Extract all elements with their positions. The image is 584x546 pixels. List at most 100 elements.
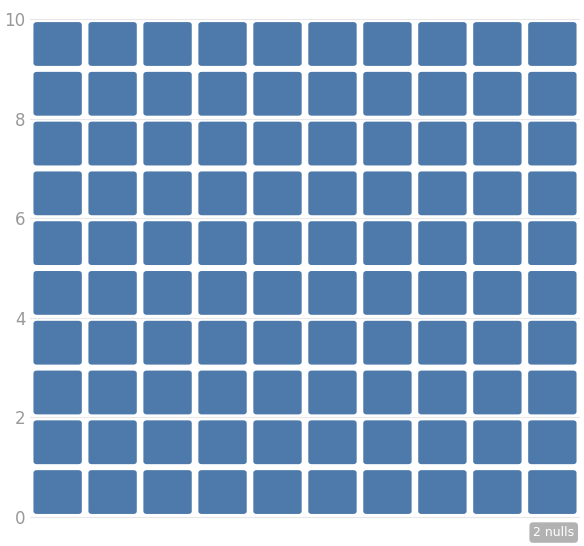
FancyBboxPatch shape [199, 171, 246, 215]
FancyBboxPatch shape [33, 72, 82, 116]
FancyBboxPatch shape [144, 321, 192, 365]
Text: 2 nulls: 2 nulls [533, 526, 574, 539]
FancyBboxPatch shape [144, 122, 192, 165]
FancyBboxPatch shape [308, 72, 357, 116]
FancyBboxPatch shape [144, 22, 192, 66]
FancyBboxPatch shape [473, 122, 522, 165]
FancyBboxPatch shape [363, 122, 412, 165]
FancyBboxPatch shape [528, 122, 576, 165]
FancyBboxPatch shape [88, 321, 137, 365]
FancyBboxPatch shape [199, 122, 246, 165]
FancyBboxPatch shape [253, 122, 302, 165]
FancyBboxPatch shape [253, 271, 302, 315]
FancyBboxPatch shape [308, 221, 357, 265]
FancyBboxPatch shape [199, 271, 246, 315]
FancyBboxPatch shape [473, 271, 522, 315]
FancyBboxPatch shape [253, 72, 302, 116]
FancyBboxPatch shape [144, 221, 192, 265]
FancyBboxPatch shape [528, 22, 576, 66]
FancyBboxPatch shape [418, 271, 467, 315]
FancyBboxPatch shape [528, 321, 576, 365]
FancyBboxPatch shape [33, 321, 82, 365]
FancyBboxPatch shape [144, 470, 192, 514]
FancyBboxPatch shape [144, 72, 192, 116]
FancyBboxPatch shape [363, 371, 412, 414]
FancyBboxPatch shape [363, 22, 412, 66]
FancyBboxPatch shape [528, 420, 576, 464]
FancyBboxPatch shape [473, 221, 522, 265]
FancyBboxPatch shape [473, 72, 522, 116]
FancyBboxPatch shape [473, 420, 522, 464]
FancyBboxPatch shape [199, 420, 246, 464]
FancyBboxPatch shape [418, 470, 467, 514]
FancyBboxPatch shape [199, 371, 246, 414]
FancyBboxPatch shape [253, 420, 302, 464]
FancyBboxPatch shape [473, 371, 522, 414]
FancyBboxPatch shape [253, 371, 302, 414]
FancyBboxPatch shape [473, 171, 522, 215]
FancyBboxPatch shape [528, 221, 576, 265]
FancyBboxPatch shape [88, 271, 137, 315]
FancyBboxPatch shape [473, 470, 522, 514]
FancyBboxPatch shape [528, 72, 576, 116]
FancyBboxPatch shape [88, 122, 137, 165]
FancyBboxPatch shape [308, 171, 357, 215]
FancyBboxPatch shape [33, 470, 82, 514]
FancyBboxPatch shape [199, 22, 246, 66]
FancyBboxPatch shape [144, 171, 192, 215]
FancyBboxPatch shape [253, 470, 302, 514]
FancyBboxPatch shape [144, 420, 192, 464]
FancyBboxPatch shape [199, 470, 246, 514]
FancyBboxPatch shape [88, 420, 137, 464]
FancyBboxPatch shape [308, 371, 357, 414]
FancyBboxPatch shape [253, 22, 302, 66]
FancyBboxPatch shape [144, 271, 192, 315]
FancyBboxPatch shape [418, 221, 467, 265]
FancyBboxPatch shape [308, 321, 357, 365]
FancyBboxPatch shape [33, 22, 82, 66]
FancyBboxPatch shape [199, 72, 246, 116]
FancyBboxPatch shape [418, 420, 467, 464]
FancyBboxPatch shape [418, 321, 467, 365]
FancyBboxPatch shape [308, 22, 357, 66]
FancyBboxPatch shape [308, 470, 357, 514]
FancyBboxPatch shape [199, 221, 246, 265]
FancyBboxPatch shape [363, 470, 412, 514]
FancyBboxPatch shape [418, 371, 467, 414]
FancyBboxPatch shape [363, 321, 412, 365]
FancyBboxPatch shape [363, 171, 412, 215]
FancyBboxPatch shape [33, 271, 82, 315]
FancyBboxPatch shape [528, 271, 576, 315]
FancyBboxPatch shape [33, 122, 82, 165]
FancyBboxPatch shape [33, 221, 82, 265]
FancyBboxPatch shape [308, 420, 357, 464]
FancyBboxPatch shape [473, 22, 522, 66]
FancyBboxPatch shape [88, 371, 137, 414]
FancyBboxPatch shape [144, 371, 192, 414]
FancyBboxPatch shape [308, 271, 357, 315]
FancyBboxPatch shape [33, 171, 82, 215]
FancyBboxPatch shape [528, 371, 576, 414]
FancyBboxPatch shape [88, 22, 137, 66]
FancyBboxPatch shape [418, 22, 467, 66]
FancyBboxPatch shape [33, 420, 82, 464]
FancyBboxPatch shape [253, 221, 302, 265]
FancyBboxPatch shape [88, 221, 137, 265]
FancyBboxPatch shape [88, 171, 137, 215]
FancyBboxPatch shape [363, 72, 412, 116]
FancyBboxPatch shape [308, 122, 357, 165]
FancyBboxPatch shape [418, 171, 467, 215]
FancyBboxPatch shape [363, 420, 412, 464]
FancyBboxPatch shape [528, 171, 576, 215]
FancyBboxPatch shape [199, 321, 246, 365]
FancyBboxPatch shape [253, 171, 302, 215]
FancyBboxPatch shape [418, 122, 467, 165]
FancyBboxPatch shape [88, 470, 137, 514]
FancyBboxPatch shape [253, 321, 302, 365]
FancyBboxPatch shape [528, 470, 576, 514]
FancyBboxPatch shape [33, 371, 82, 414]
FancyBboxPatch shape [88, 72, 137, 116]
FancyBboxPatch shape [473, 321, 522, 365]
FancyBboxPatch shape [418, 72, 467, 116]
FancyBboxPatch shape [363, 221, 412, 265]
